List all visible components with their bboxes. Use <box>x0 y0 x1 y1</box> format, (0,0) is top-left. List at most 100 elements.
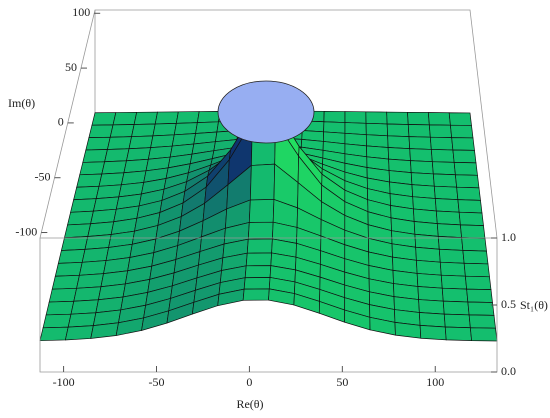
surface-patch <box>464 275 492 290</box>
surface-patch <box>45 300 75 316</box>
surface-patch <box>462 250 489 265</box>
surface-patch <box>39 326 69 342</box>
surface-patch <box>73 286 102 302</box>
surface-patch <box>386 111 409 125</box>
surface-patch <box>109 124 135 138</box>
surface-patch <box>438 248 465 264</box>
surface-patch <box>365 134 389 148</box>
surface <box>39 108 498 342</box>
surface-patch <box>106 136 133 150</box>
surface-patch <box>440 274 468 290</box>
surface-patch <box>323 110 346 123</box>
surface-patch <box>467 301 495 316</box>
surface-patch <box>469 327 498 342</box>
surface-patch <box>70 198 97 213</box>
surface-patch <box>63 223 92 239</box>
surface-patch <box>451 137 475 151</box>
surface-patch <box>196 110 221 123</box>
surface-patch <box>408 136 432 150</box>
surface-patch <box>78 260 107 276</box>
surface-patch <box>150 134 175 149</box>
surface-patch <box>175 111 200 124</box>
surface-patch <box>418 299 445 315</box>
surface-patch <box>128 135 154 150</box>
x-tick-label: 50 <box>336 375 348 389</box>
surface-patch <box>365 122 389 137</box>
surface-patch <box>67 210 94 226</box>
y-tick-label: 0 <box>58 115 64 129</box>
surface-patch <box>432 173 458 188</box>
surface-patch <box>439 261 466 277</box>
surface-patch <box>466 288 493 303</box>
surface-patch <box>410 172 435 187</box>
surface-patch <box>436 223 463 238</box>
y-tick-label: 50 <box>65 60 77 74</box>
surface-patch <box>456 186 481 201</box>
surface-patch <box>84 234 112 250</box>
surface-patch <box>427 112 451 126</box>
surface-patch <box>248 199 275 223</box>
surface-patch <box>344 111 367 124</box>
surface-patch <box>101 160 127 175</box>
surface-patch <box>42 313 72 329</box>
surface-patch <box>417 286 444 302</box>
surface-patch <box>457 199 483 214</box>
surface-patch <box>386 123 410 137</box>
surface-patch <box>131 123 156 138</box>
z-tick-label: 0.5 <box>501 297 516 311</box>
surface-patch <box>112 111 138 126</box>
surface-patch <box>323 121 346 134</box>
surface-patch <box>243 277 271 290</box>
surface-patch <box>91 112 117 126</box>
box-edge <box>39 9 498 239</box>
surface-patch <box>437 235 464 251</box>
surface-patch <box>95 184 122 200</box>
surface-patch <box>247 221 274 240</box>
surface-patch <box>431 161 456 176</box>
surface-patch <box>246 238 273 254</box>
surface-patch <box>104 148 130 163</box>
surface-patch <box>455 174 480 189</box>
surface-patch <box>81 247 110 263</box>
surface-patch <box>60 236 89 251</box>
surface-patch <box>433 185 459 201</box>
surface-patch <box>418 312 446 328</box>
surface-patch <box>461 237 487 252</box>
surface-patch <box>76 273 104 289</box>
surface-patch <box>409 148 433 163</box>
surface-patch <box>412 196 437 212</box>
surface-patch <box>73 185 100 201</box>
x-axis-label: Re(θ) <box>236 397 263 411</box>
surface-patch <box>452 149 477 164</box>
surface-patch <box>133 111 158 125</box>
surface-patch <box>416 273 443 289</box>
surface-patch <box>70 299 99 315</box>
surface-patch <box>82 149 108 163</box>
surface-patch <box>442 300 470 316</box>
surface-patch <box>244 265 272 279</box>
surface-cap <box>217 80 315 144</box>
surface-patch <box>415 246 441 263</box>
z-axis-label: St₁(θ) <box>520 298 548 312</box>
x-tick-label: -50 <box>149 375 165 389</box>
surface-patch <box>463 262 490 278</box>
surface-patch <box>468 314 496 329</box>
surface-patch <box>365 111 388 125</box>
surface-patch <box>414 233 440 250</box>
z-tick-label: 1.0 <box>501 230 516 244</box>
surface-patch <box>441 287 469 303</box>
y-tick-label: -50 <box>35 169 51 183</box>
surface-patch <box>98 172 125 187</box>
surface-patch <box>76 173 103 188</box>
surface-patch <box>407 124 431 138</box>
surface-patch <box>460 224 486 239</box>
surface-patch <box>88 124 114 138</box>
surface-patch <box>450 124 474 139</box>
surface-patch <box>51 274 80 290</box>
surface-patch <box>126 147 152 162</box>
surface-patch <box>410 160 434 175</box>
surface-patch <box>173 122 198 136</box>
surface-patch <box>79 161 106 176</box>
surface-patch <box>48 287 78 303</box>
surface-patch <box>152 123 177 137</box>
